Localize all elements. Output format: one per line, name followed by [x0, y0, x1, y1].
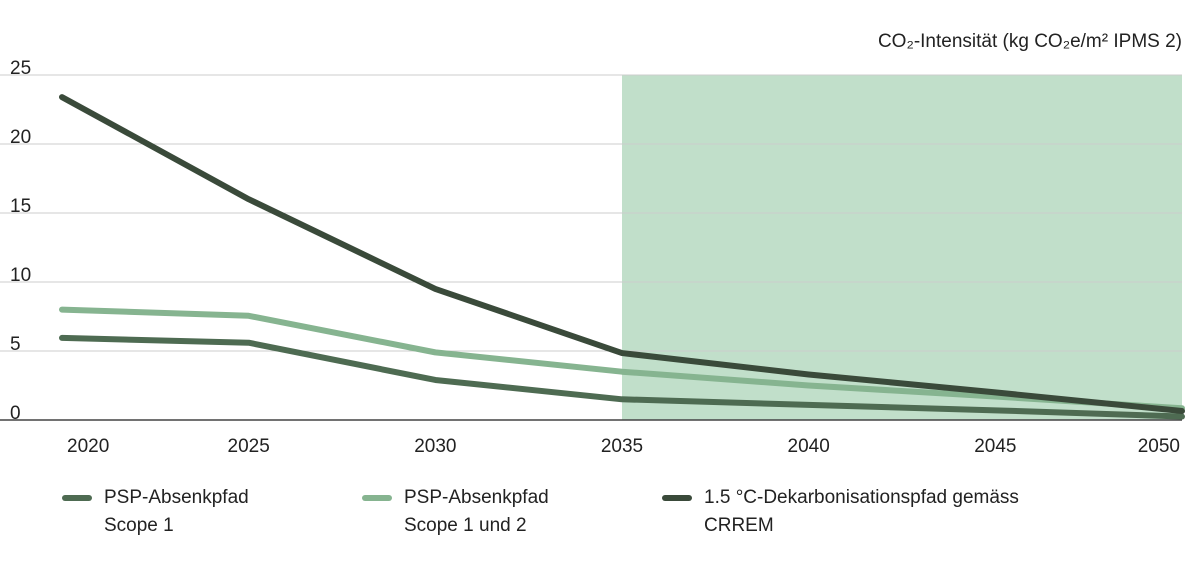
y-tick-label: 0 — [10, 403, 21, 424]
y-tick-label: 20 — [10, 127, 31, 148]
legend-swatch — [362, 495, 392, 501]
y-tick-label: 10 — [10, 265, 31, 286]
x-tick-label: 2040 — [788, 436, 830, 457]
x-tick-label: 2050 — [1138, 436, 1180, 457]
x-tick-label: 2045 — [974, 436, 1016, 457]
y-tick-label: 5 — [10, 334, 21, 355]
legend-swatch — [662, 495, 692, 501]
series-line — [59, 306, 1185, 412]
legend-label: PSP-Absenkpfad Scope 1 — [104, 487, 249, 536]
series-line — [59, 94, 1185, 415]
x-tick-label: 2035 — [601, 436, 643, 457]
x-tick-label: 2030 — [414, 436, 456, 457]
legend-item: 1.5 °C-Dekarbonisationspfad gemäss CRREM — [662, 484, 1024, 540]
chart: CO₂-Intensität (kg CO₂e/m² IPMS 2) 0 5 10 1… — [0, 31, 1185, 457]
y-tick-label: 25 — [10, 58, 31, 79]
legend-item: PSP-Absenkpfad Scope 1 — [62, 484, 362, 540]
y-tick-label: 15 — [10, 196, 31, 217]
legend-item: PSP-Absenkpfad Scope 1 und 2 — [362, 484, 662, 540]
legend-label: 1.5 °C-Dekarbonisationspfad gemäss CRREM — [704, 487, 1019, 536]
x-tick-label: 2025 — [228, 436, 270, 457]
legend: PSP-Absenkpfad Scope 1 PSP-Absenkpfad Sco… — [62, 484, 1024, 540]
series-line — [59, 334, 1185, 420]
highlight-region — [622, 75, 1182, 420]
x-tick-label: 2020 — [67, 436, 109, 457]
y-axis-label: CO₂-Intensität (kg CO₂e/m² IPMS 2) — [878, 31, 1182, 52]
legend-label: PSP-Absenkpfad Scope 1 und 2 — [404, 487, 549, 536]
legend-swatch — [62, 495, 92, 501]
